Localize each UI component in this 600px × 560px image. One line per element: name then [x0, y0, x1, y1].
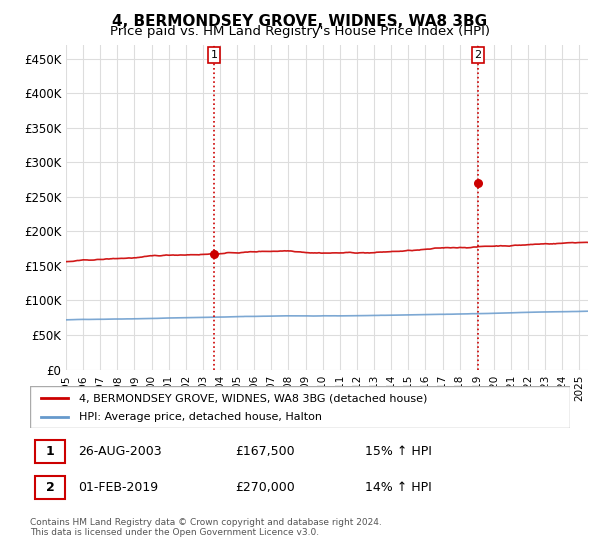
Text: 26-AUG-2003: 26-AUG-2003	[79, 445, 162, 458]
FancyBboxPatch shape	[35, 440, 65, 463]
Text: 1: 1	[46, 445, 55, 458]
Text: HPI: Average price, detached house, Halton: HPI: Average price, detached house, Halt…	[79, 412, 322, 422]
Text: 15% ↑ HPI: 15% ↑ HPI	[365, 445, 431, 458]
Text: £270,000: £270,000	[235, 480, 295, 494]
Text: 4, BERMONDSEY GROVE, WIDNES, WA8 3BG (detached house): 4, BERMONDSEY GROVE, WIDNES, WA8 3BG (de…	[79, 393, 427, 403]
Text: £167,500: £167,500	[235, 445, 295, 458]
Text: 14% ↑ HPI: 14% ↑ HPI	[365, 480, 431, 494]
Text: 2: 2	[46, 480, 55, 494]
Text: 2: 2	[475, 50, 482, 60]
Text: Contains HM Land Registry data © Crown copyright and database right 2024.
This d: Contains HM Land Registry data © Crown c…	[30, 518, 382, 538]
Text: 1: 1	[211, 50, 218, 60]
Text: 4, BERMONDSEY GROVE, WIDNES, WA8 3BG: 4, BERMONDSEY GROVE, WIDNES, WA8 3BG	[112, 14, 488, 29]
Point	[473, 179, 483, 188]
Text: 01-FEB-2019: 01-FEB-2019	[79, 480, 159, 494]
Point	[209, 249, 219, 258]
FancyBboxPatch shape	[35, 476, 65, 498]
FancyBboxPatch shape	[30, 386, 570, 428]
Text: Price paid vs. HM Land Registry's House Price Index (HPI): Price paid vs. HM Land Registry's House …	[110, 25, 490, 38]
